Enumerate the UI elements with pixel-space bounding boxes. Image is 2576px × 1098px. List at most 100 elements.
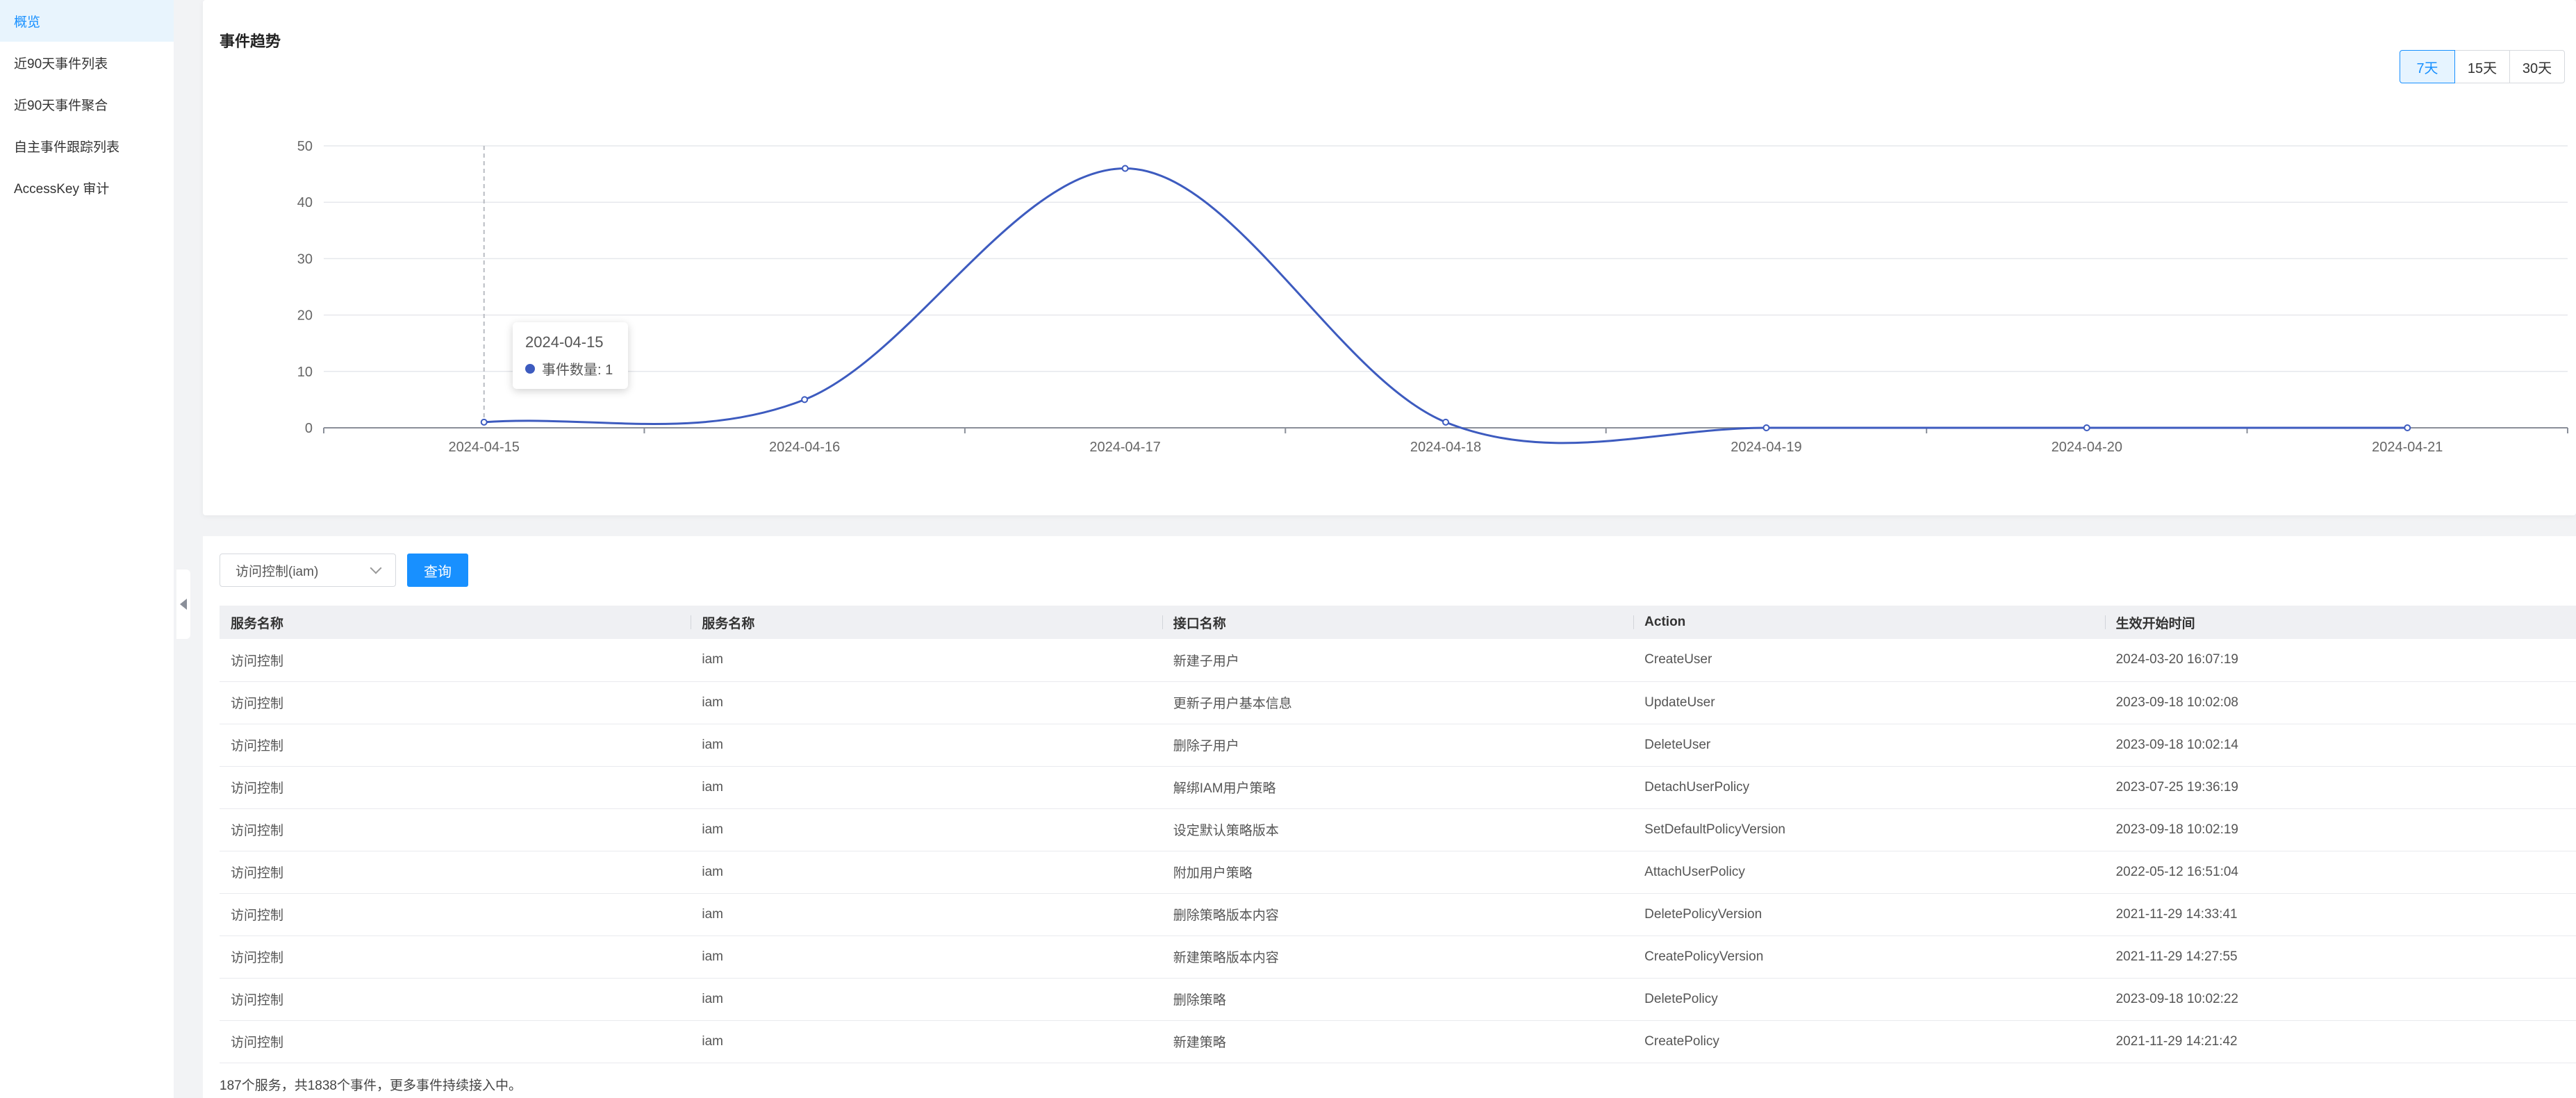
table-cell: iam (702, 1033, 724, 1049)
table-cell: 新建子用户 (1173, 654, 1239, 669)
x-tick-label: 2024-04-21 (2372, 440, 2443, 455)
range-button-30d[interactable]: 30天 (2509, 50, 2565, 83)
table-cell: iam (702, 906, 724, 922)
table-cell: 访问控制 (231, 697, 284, 711)
table-cell: CreatePolicy (1644, 1033, 1719, 1049)
column-header: 服务名称 (691, 606, 1162, 639)
event-trend-card: 事件趋势 7天 15天 30天 0 10 20 30 40 50 2024-04-15 20… (203, 0, 2576, 515)
sidebar-item-tracking-list[interactable]: 自主事件跟踪列表 (0, 125, 174, 167)
y-tick-label: 30 (297, 251, 313, 267)
sidebar: 概览 近90天事件列表 近90天事件聚合 自主事件跟踪列表 AccessKey … (0, 0, 174, 1098)
table-cell: 访问控制 (231, 908, 284, 923)
table-row: 访问控制 iam 删除策略版本内容 DeletePolicyVersion 2021-1… (220, 893, 2576, 935)
table-cell: 访问控制 (231, 824, 284, 838)
table-row: 访问控制 iam 新建策略 CreatePolicy 2021-11-29 14:21:… (220, 1020, 2576, 1063)
data-point[interactable] (1762, 424, 1770, 431)
table-row: 访问控制 iam 删除策略 DeletePolicy 2023-09-18 10:02:… (220, 978, 2576, 1020)
sidebar-item-label: 概览 (14, 15, 41, 30)
table-cell: DetachUserPolicy (1644, 779, 1750, 795)
data-point[interactable] (801, 396, 809, 404)
y-tick-label: 0 (305, 421, 313, 436)
chart-tooltip: 2024-04-15 事件数量: 1 (513, 322, 628, 389)
tooltip-series-dot (525, 363, 535, 374)
series-line (484, 167, 2408, 444)
table-cell: DeletePolicy (1644, 991, 1718, 1006)
x-tick-label: 2024-04-19 (1731, 440, 1801, 455)
x-tick-label: 2024-04-17 (1089, 440, 1160, 455)
table-row: 访问控制 iam 新建策略版本内容 CreatePolicyVersion 2021-1… (220, 935, 2576, 978)
service-table: 服务名称 服务名称 接口名称 Action 生效开始时间 访问控制 iam 新建子用… (220, 606, 2576, 1063)
data-point[interactable] (1121, 165, 1129, 172)
table-cell: 访问控制 (231, 1035, 284, 1050)
table-cell: iam (702, 864, 724, 879)
table-row: 访问控制 iam 更新子用户基本信息 UpdateUser 2023-09-18 10:… (220, 681, 2576, 724)
table-cell: 新建策略 (1173, 1035, 1226, 1050)
table-cell: 2023-09-18 10:02:19 (2115, 822, 2238, 837)
table-cell: 设定默认策略版本 (1173, 824, 1279, 838)
sidebar-item-overview[interactable]: 概览 (0, 0, 174, 42)
query-button[interactable]: 查询 (407, 554, 468, 587)
table-cell: iam (702, 737, 724, 752)
table-cell: iam (702, 822, 724, 837)
table-cell: 2021-11-29 14:33:41 (2115, 906, 2238, 922)
service-table-card: 访问控制(iam) 查询 服务名称 服务名称 接口名称 Action 生效开始时… (203, 536, 2576, 1098)
sidebar-item-event-list[interactable]: 近90天事件列表 (0, 42, 174, 83)
data-point[interactable] (2083, 424, 2090, 431)
table-cell: 2023-09-18 10:02:14 (2115, 737, 2238, 752)
sidebar-item-accesskey-audit[interactable]: AccessKey 审计 (0, 167, 174, 208)
filter-row: 访问控制(iam) 查询 (220, 554, 468, 587)
table-cell: iam (702, 991, 724, 1006)
service-select[interactable]: 访问控制(iam) (220, 554, 396, 587)
table-cell: 访问控制 (231, 866, 284, 881)
tooltip-value: 事件数量: 1 (542, 363, 613, 378)
y-tick-label: 50 (297, 139, 313, 154)
table-row: 访问控制 iam 附加用户策略 AttachUserPolicy 2022-05-12 … (220, 851, 2576, 893)
table-cell: 2024-03-20 16:07:19 (2115, 652, 2238, 667)
tooltip-date: 2024-04-15 (525, 333, 604, 351)
y-tick-label: 20 (297, 308, 313, 324)
table-footer-note: 187个服务，共1838个事件，更多事件持续接入中。 (220, 1079, 522, 1093)
sidebar-item-event-aggregation[interactable]: 近90天事件聚合 (0, 83, 174, 125)
table-cell: 访问控制 (231, 951, 284, 965)
data-point[interactable] (2404, 424, 2411, 431)
event-trend-chart: 0 10 20 30 40 50 2024-04-15 2024-04-16 2024-04-… (297, 139, 2568, 455)
table-row: 访问控制 iam 新建子用户 CreateUser 2024-03-20 16:07:1… (220, 639, 2576, 681)
table-cell: 2023-07-25 19:36:19 (2115, 779, 2238, 795)
table-cell: 删除策略 (1173, 993, 1226, 1008)
column-header: 生效开始时间 (2104, 606, 2576, 639)
table-cell: 访问控制 (231, 993, 284, 1008)
sidebar-item-label: AccessKey 审计 (14, 181, 110, 197)
y-tick-label: 40 (297, 195, 313, 210)
table-cell: 解绑IAM用户策略 (1173, 781, 1276, 796)
table-cell: 2023-09-18 10:02:08 (2115, 694, 2238, 710)
table-cell: CreateUser (1644, 652, 1712, 667)
sidebar-collapse-toggle[interactable] (176, 569, 190, 639)
data-point[interactable] (1442, 418, 1449, 426)
table-row: 访问控制 iam 删除子用户 DeleteUser 2023-09-18 10:02:1… (220, 724, 2576, 766)
table-cell: 2022-05-12 16:51:04 (2115, 864, 2238, 879)
table-header-row: 服务名称 服务名称 接口名称 Action 生效开始时间 (220, 606, 2576, 639)
x-tick-label: 2024-04-16 (769, 440, 840, 455)
table-cell: 新建策略版本内容 (1173, 951, 1279, 965)
table-row: 访问控制 iam 解绑IAM用户策略 DetachUserPolicy 2023-07-… (220, 766, 2576, 808)
range-button-7d[interactable]: 7天 (2400, 50, 2455, 83)
x-tick-label: 2024-04-15 (449, 440, 520, 455)
table-cell: CreatePolicyVersion (1644, 949, 1764, 964)
table-cell: 删除子用户 (1173, 739, 1239, 754)
y-tick-label: 10 (297, 365, 313, 380)
table-cell: 访问控制 (231, 781, 284, 796)
column-header: Action (1633, 606, 2104, 639)
table-cell: 访问控制 (231, 739, 284, 754)
data-point[interactable] (480, 418, 488, 426)
table-cell: iam (702, 652, 724, 667)
table-cell: iam (702, 949, 724, 964)
sidebar-item-label: 自主事件跟踪列表 (14, 140, 120, 155)
table-cell: iam (702, 694, 724, 710)
column-header: 服务名称 (231, 616, 284, 631)
chevron-down-icon (370, 562, 382, 574)
table-cell: DeleteUser (1644, 737, 1711, 752)
table-cell: iam (702, 779, 724, 795)
sidebar-item-label: 近90天事件聚合 (14, 98, 108, 113)
x-tick-label: 2024-04-18 (1410, 440, 1481, 455)
table-cell: AttachUserPolicy (1644, 864, 1745, 879)
